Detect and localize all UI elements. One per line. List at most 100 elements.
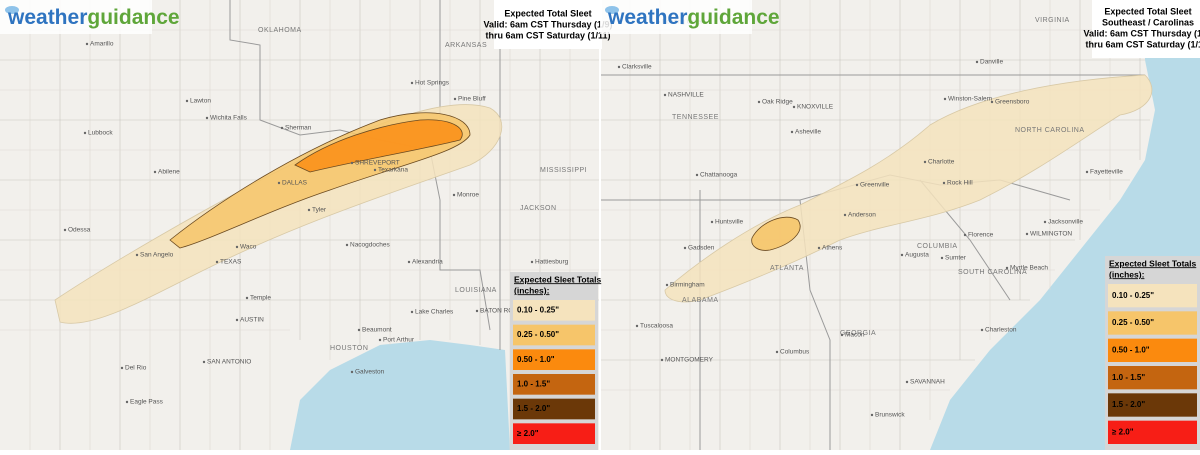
city-dot bbox=[923, 160, 927, 164]
city-label: Jacksonville bbox=[1048, 219, 1083, 226]
legend-swatch bbox=[513, 300, 595, 321]
legend-swatch bbox=[1108, 420, 1197, 444]
city-label: Texarkana bbox=[378, 167, 408, 174]
legend-label: 1.0 - 1.5" bbox=[517, 379, 550, 388]
city-dot bbox=[277, 181, 281, 185]
logo: weatherguidance bbox=[600, 0, 780, 34]
city-dot bbox=[1005, 266, 1009, 270]
legend-label: 0.25 - 0.50" bbox=[1112, 318, 1154, 327]
state-label: COLUMBIA bbox=[917, 243, 958, 250]
state-label: TENNESSEE bbox=[672, 114, 719, 121]
logo-text: weatherguidance bbox=[7, 6, 180, 29]
sleet-zone-025-050 bbox=[751, 216, 801, 251]
city-dot bbox=[135, 253, 139, 257]
legend-swatch bbox=[1108, 366, 1197, 390]
city-label: DALLAS bbox=[282, 180, 308, 187]
legend-label: ≥ 2.0" bbox=[517, 429, 539, 438]
city-dot bbox=[840, 333, 844, 337]
city-label: Gadsden bbox=[688, 245, 715, 252]
city-dot bbox=[843, 213, 847, 217]
state-label: JACKSON bbox=[520, 205, 557, 212]
city-dot bbox=[280, 126, 284, 130]
city-label: TEXAS bbox=[220, 259, 242, 266]
legend-swatch bbox=[513, 398, 595, 420]
city-dot bbox=[710, 220, 714, 224]
city-dot bbox=[942, 181, 946, 185]
city-dot bbox=[757, 100, 761, 104]
city-label: Athens bbox=[822, 245, 843, 252]
state-label: ALABAMA bbox=[682, 297, 719, 304]
city-label: Chattanooga bbox=[700, 172, 738, 179]
logo-part: weather bbox=[607, 6, 687, 29]
city-dot bbox=[975, 60, 979, 64]
city-dot bbox=[453, 97, 457, 101]
left-map bbox=[0, 0, 600, 450]
city-label: Rock Hill bbox=[947, 180, 973, 187]
logo-part: guidance bbox=[687, 6, 779, 29]
city-dot bbox=[202, 360, 206, 364]
city-label: Monroe bbox=[457, 192, 479, 199]
state-label: ATLANTA bbox=[770, 265, 804, 272]
city-label: Sumter bbox=[945, 255, 967, 262]
city-label: KNOXVILLE bbox=[797, 104, 834, 111]
city-dot bbox=[905, 380, 909, 384]
city-label: Asheville bbox=[795, 129, 821, 136]
city-dot bbox=[990, 100, 994, 104]
state-label: NORTH CAROLINA bbox=[1015, 127, 1085, 134]
city-label: Lubbock bbox=[88, 130, 113, 137]
city-label: Abilene bbox=[158, 169, 180, 176]
city-dot bbox=[943, 97, 947, 101]
city-dot bbox=[1025, 232, 1029, 236]
city-dot bbox=[63, 228, 67, 232]
city-dot bbox=[1043, 220, 1047, 224]
state-label: SOUTH CAROLINA bbox=[958, 269, 1027, 276]
city-label: Augusta bbox=[905, 252, 929, 259]
city-label: Tuscaloosa bbox=[640, 323, 673, 330]
city-dot bbox=[665, 283, 669, 287]
city-dot bbox=[683, 246, 687, 250]
legend-swatch bbox=[1108, 338, 1197, 362]
city-dot bbox=[205, 116, 209, 120]
city-dot bbox=[350, 370, 354, 374]
title-bg bbox=[1092, 0, 1200, 58]
city-label: Greenville bbox=[860, 182, 890, 189]
city-label: Huntsville bbox=[715, 219, 744, 226]
city-label: AUSTIN bbox=[240, 317, 264, 324]
city-label: Port Arthur bbox=[383, 337, 415, 344]
legend-swatch bbox=[513, 349, 595, 370]
legend-swatch bbox=[513, 324, 595, 346]
city-dot bbox=[660, 358, 664, 362]
city-dot bbox=[345, 243, 349, 247]
state-label: VIRGINIA bbox=[1035, 17, 1070, 24]
city-dot bbox=[410, 81, 414, 85]
city-dot bbox=[350, 161, 354, 165]
city-dot bbox=[357, 328, 361, 332]
city-dot bbox=[245, 296, 249, 300]
city-dot bbox=[125, 400, 129, 404]
city-dot bbox=[1085, 170, 1089, 174]
sleet-zone-050-100 bbox=[294, 119, 463, 173]
title-line: Expected Total Sleet bbox=[1104, 6, 1191, 16]
city-label: Nacogdoches bbox=[350, 242, 390, 249]
city-dot bbox=[235, 245, 239, 249]
city-label: Lawton bbox=[190, 98, 211, 105]
city-label: BATON ROUGE bbox=[480, 308, 528, 315]
legend-label: ≥ 2.0" bbox=[1112, 427, 1134, 436]
city-dot bbox=[695, 173, 699, 177]
city-dot bbox=[407, 260, 411, 264]
state-label: OKLAHOMA bbox=[258, 27, 302, 34]
city-label: Florence bbox=[968, 232, 994, 239]
city-label: WILMINGTON bbox=[1030, 231, 1072, 238]
city-label: Waco bbox=[240, 244, 257, 251]
legend-swatch bbox=[513, 423, 595, 444]
city-label: SHREVEPORT bbox=[355, 160, 400, 167]
city-dot bbox=[235, 318, 239, 322]
city-label: Sherman bbox=[285, 125, 312, 132]
city-label: Danville bbox=[980, 59, 1004, 66]
legend-label: 0.10 - 0.25" bbox=[517, 305, 559, 314]
title-line: Valid: 6am CST Thursday (1/9) bbox=[483, 19, 612, 29]
city-dot bbox=[817, 246, 821, 250]
city-label: NASHVILLE bbox=[668, 92, 704, 99]
